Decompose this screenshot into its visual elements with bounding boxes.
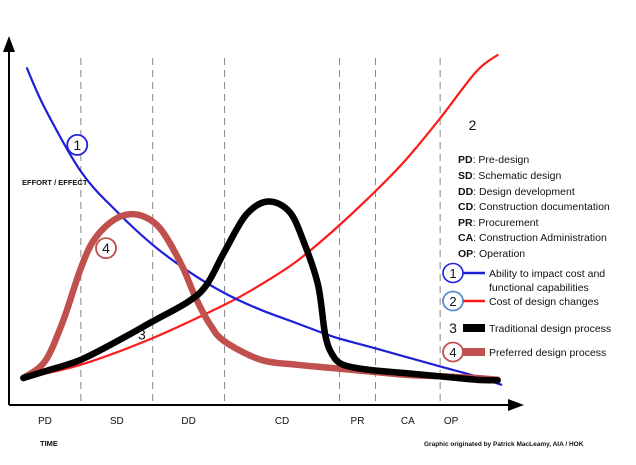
legend-item-2: 2 Cost of design changes bbox=[442, 290, 599, 312]
phase-label: PD bbox=[38, 416, 52, 427]
legend-label: Ability to impact cost and bbox=[489, 268, 605, 280]
series-line-2 bbox=[22, 53, 499, 380]
curve-label-4: 4 bbox=[102, 240, 110, 256]
phase-label: PR bbox=[351, 416, 365, 427]
phase-label: CD bbox=[275, 416, 289, 427]
legend-marker-number: 3 bbox=[449, 320, 457, 336]
x-axis-arrow bbox=[508, 399, 524, 411]
x-axis-label: TIME bbox=[40, 439, 58, 448]
phase-abbreviation-list: PD: Pre-design SD: Schematic design DD: … bbox=[458, 154, 610, 260]
phase-label: DD bbox=[181, 416, 195, 427]
curve-label-3: 3 bbox=[138, 327, 146, 343]
curve-label-1: 1 bbox=[73, 137, 81, 153]
legend-label-line2: functional capabilities bbox=[489, 282, 589, 294]
curve-label-circle bbox=[95, 237, 117, 260]
legend-label: Preferred design process bbox=[489, 347, 606, 359]
series-line-1 bbox=[25, 67, 503, 386]
phase-dividers bbox=[80, 58, 441, 402]
phase-labels: PD SD DD CD PR CA OP bbox=[38, 416, 459, 427]
series-legend: 1 Ability to impact cost and functional … bbox=[442, 262, 611, 363]
phase-label: SD bbox=[110, 416, 124, 427]
legend-item-1: 1 Ability to impact cost and functional … bbox=[442, 262, 605, 294]
abbr-item: DD: Design development bbox=[458, 186, 575, 198]
abbr-item: PR: Procurement bbox=[458, 217, 539, 229]
legend-marker-number: 2 bbox=[449, 294, 456, 309]
legend-marker-number: 4 bbox=[449, 345, 456, 360]
curve-label-2: 2 bbox=[469, 117, 477, 133]
legend-marker-number: 1 bbox=[449, 266, 456, 281]
abbr-item: CA: Construction Administration bbox=[458, 232, 607, 244]
abbr-item: OP: Operation bbox=[458, 248, 525, 260]
curve-labels: 1 2 3 4 bbox=[66, 117, 477, 343]
abbr-item: CD: Construction documentation bbox=[458, 201, 610, 213]
legend-label: Cost of design changes bbox=[489, 296, 599, 308]
curve-label-circle bbox=[66, 134, 89, 156]
y-axis-label: EFFORT / EFFECT bbox=[22, 178, 88, 187]
phase-label: CA bbox=[401, 416, 415, 427]
abbr-item: PD: Pre-design bbox=[458, 154, 529, 166]
y-axis-arrow bbox=[3, 36, 15, 52]
legend-item-3: 3 Traditional design process bbox=[449, 320, 611, 336]
abbr-item: SD: Schematic design bbox=[458, 170, 561, 182]
phase-label: OP bbox=[444, 416, 459, 427]
credit-text: Graphic originated by Patrick MacLeamy, … bbox=[424, 441, 584, 448]
series-line-3 bbox=[20, 198, 501, 384]
legend-item-4: 4 Preferred design process bbox=[442, 341, 606, 363]
legend-label: Traditional design process bbox=[489, 323, 611, 335]
series-layer bbox=[20, 53, 503, 386]
